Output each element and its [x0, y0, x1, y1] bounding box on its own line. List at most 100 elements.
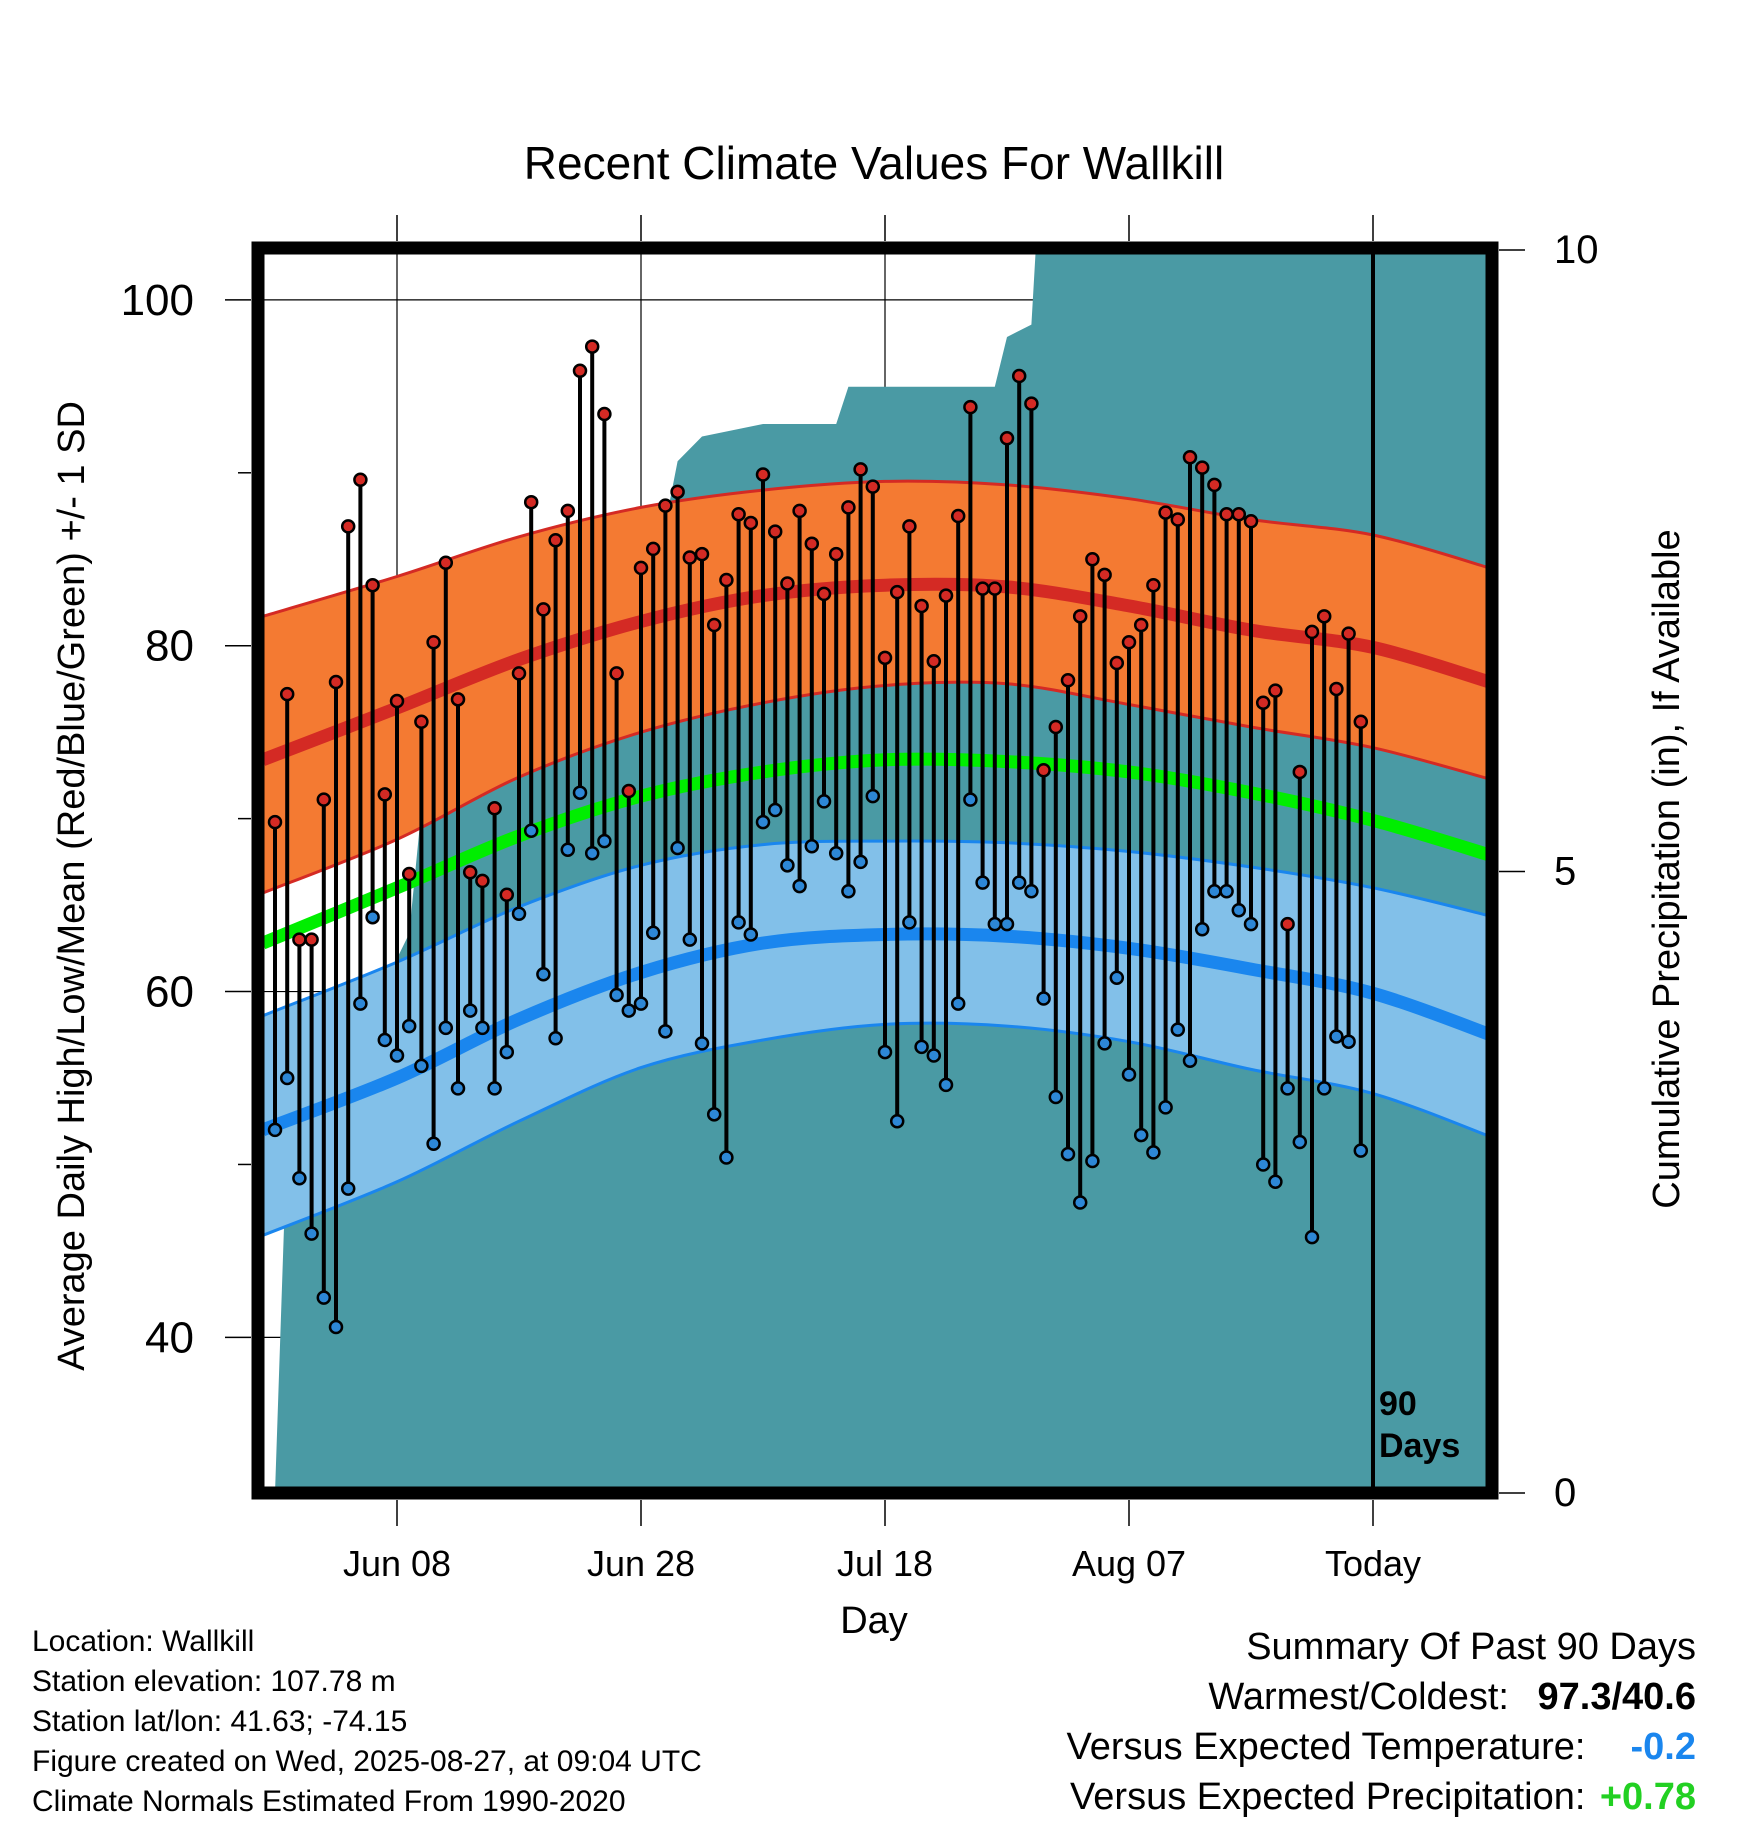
daily-low-point — [706, 1107, 722, 1122]
daily-high-point — [1243, 513, 1259, 529]
daily-low-point — [340, 1181, 356, 1196]
precip-label: Versus Expected Precipitation: — [1070, 1776, 1586, 1818]
daily-low-point — [511, 906, 527, 921]
daily-low-point — [975, 875, 990, 890]
daily-low-point — [1353, 1143, 1369, 1158]
daily-low-point — [1158, 1100, 1173, 1115]
daily-high-point — [1036, 762, 1051, 778]
daily-high-point — [1316, 609, 1332, 624]
daily-low-point — [719, 1150, 734, 1165]
daily-low-point — [1024, 884, 1039, 899]
daily-high-point — [414, 714, 429, 730]
daily-low-point — [377, 1032, 393, 1048]
summary-precipitation: Versus Expected Precipitation: +0.78 — [1067, 1772, 1696, 1822]
normals-period-text: Climate Normals Estimated From 1990-2020 — [32, 1785, 626, 1818]
daily-high-point — [462, 864, 478, 880]
daily-high-point — [914, 598, 929, 614]
daily-high-point — [877, 650, 893, 666]
today-marker-label: 90 Days — [1379, 1385, 1460, 1465]
daily-high-point — [1219, 507, 1234, 522]
daily-low-point — [731, 915, 746, 930]
daily-high-point — [767, 524, 783, 539]
daily-low-point — [1243, 916, 1259, 932]
daily-high-point — [841, 500, 856, 515]
daily-low-point — [462, 1003, 478, 1018]
high-sd-band — [262, 481, 1492, 893]
daily-high-point — [694, 546, 710, 562]
daily-high-point — [828, 546, 844, 562]
daily-high-point — [292, 932, 307, 947]
daily-low-point — [328, 1319, 344, 1335]
daily-high-point — [450, 692, 466, 707]
daily-low-point — [560, 842, 576, 857]
daily-high-point — [1329, 681, 1344, 697]
daily-low-point — [1280, 1081, 1295, 1096]
daily-low-point — [267, 1122, 283, 1138]
daily-high-point — [389, 693, 405, 709]
normal-high-line — [260, 577, 1492, 766]
daily-low-point — [389, 1048, 405, 1063]
daily-high-point — [804, 536, 820, 551]
daily-low-point — [987, 916, 1003, 932]
daily-high-point — [1207, 477, 1222, 493]
daily-low-point — [889, 1113, 905, 1129]
daily-high-point — [633, 560, 649, 576]
daily-low-point — [938, 1077, 954, 1093]
daily-high-point — [731, 507, 746, 522]
y2-tick-label: 5 — [1554, 850, 1576, 894]
daily-low-point — [279, 1070, 295, 1086]
today-marker-label-line: 90 — [1379, 1385, 1417, 1423]
daily-high-point — [1341, 626, 1356, 641]
daily-high-point — [1109, 655, 1125, 671]
x-tick-label: Jun 08 — [343, 1543, 451, 1584]
daily-low-point — [902, 915, 917, 930]
daily-high-point — [1060, 673, 1076, 688]
elevation-text: Station elevation: 107.78 m — [32, 1665, 396, 1698]
daily-high-point — [1085, 552, 1100, 567]
y-tick-label: 100 — [121, 276, 194, 325]
y-axis-label: Average Daily High/Low/Mean (Red/Blue/Gr… — [51, 401, 93, 1371]
daily-low-point — [1255, 1157, 1271, 1172]
daily-high-point — [1097, 567, 1112, 583]
daily-low-point — [694, 1036, 710, 1051]
daily-low-point — [1304, 1229, 1320, 1245]
daily-low-point — [597, 833, 612, 849]
daily-high-point — [1304, 624, 1320, 640]
today-marker-label-line: Days — [1379, 1427, 1460, 1465]
x-tick-label: Jul 18 — [837, 1543, 933, 1584]
daily-low-point — [304, 1226, 319, 1241]
daily-high-point — [926, 654, 942, 669]
temp-label: Versus Expected Temperature: — [1066, 1726, 1586, 1768]
daily-high-point — [597, 406, 612, 422]
daily-low-point — [499, 1044, 515, 1060]
daily-low-point — [645, 925, 661, 940]
daily-low-point — [450, 1081, 466, 1096]
summary-title: Summary Of Past 90 Days — [1246, 1626, 1696, 1668]
daily-low-point — [1341, 1034, 1356, 1049]
daily-high-point — [865, 479, 881, 494]
daily-low-point — [743, 927, 759, 942]
daily-high-point — [1146, 577, 1161, 593]
daily-low-point — [1048, 1089, 1064, 1105]
daily-low-point — [438, 1020, 454, 1036]
daily-low-point — [548, 1030, 563, 1046]
daily-high-point — [706, 617, 722, 633]
daily-high-point — [645, 541, 661, 557]
daily-low-point — [401, 1018, 417, 1034]
daily-high-point — [609, 666, 624, 681]
daily-low-point — [792, 878, 807, 894]
daily-low-point — [1268, 1174, 1283, 1189]
daily-low-point — [926, 1048, 942, 1063]
daily-high-point — [572, 363, 588, 379]
daily-low-point — [755, 814, 771, 830]
daily-low-point — [914, 1039, 929, 1055]
summary-panel: Summary Of Past 90 Days Warmest/Coldest:… — [1067, 1622, 1696, 1822]
daily-low-point — [1182, 1053, 1198, 1068]
daily-low-point — [292, 1171, 307, 1186]
daily-low-point — [1292, 1134, 1308, 1150]
daily-low-point — [950, 996, 966, 1011]
daily-low-point — [841, 884, 856, 899]
temp-value: -0.2 — [1630, 1726, 1696, 1768]
daily-low-point — [584, 845, 600, 861]
daily-high-point — [853, 462, 868, 477]
